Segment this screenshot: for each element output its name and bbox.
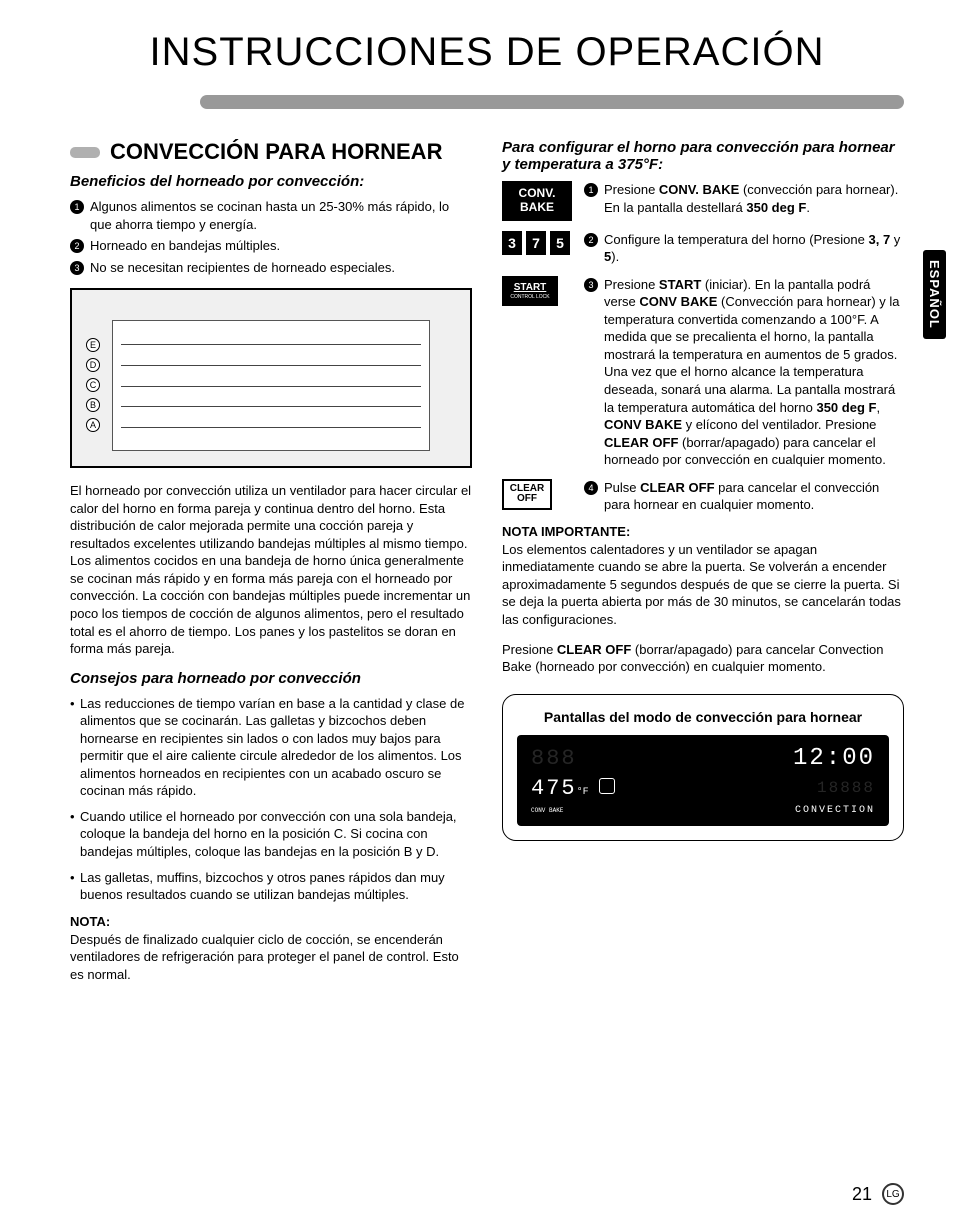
- num-1-icon: 1: [584, 183, 598, 197]
- tip-item: Las galletas, muffins, bizcochos y otros…: [70, 869, 472, 904]
- page-footer: 21 LG: [852, 1183, 904, 1205]
- heading-bullet: [70, 147, 100, 158]
- digit-5[interactable]: 5: [550, 231, 570, 255]
- step-1-text: Presione CONV. BAKE (convección para hor…: [604, 181, 904, 216]
- nota-label: NOTA:: [70, 914, 472, 929]
- convection-description: El horneado por convección utiliza un ve…: [70, 482, 472, 657]
- display-dim2: 18888: [817, 779, 875, 797]
- step-4-text: Pulse CLEAR OFF para cancelar el convecc…: [604, 479, 904, 514]
- page-title: INSTRUCCIONES DE OPERACIÓN: [70, 30, 904, 75]
- display-clock: 12:00: [793, 745, 875, 772]
- num-2-icon: 2: [70, 239, 84, 253]
- display-title: Pantallas del modo de convección para ho…: [517, 709, 889, 725]
- section-heading: CONVECCIÓN PARA HORNEAR: [110, 139, 442, 165]
- clear-off-para: Presione CLEAR OFF (borrar/apagado) para…: [502, 641, 904, 676]
- step-4: CLEAROFF 4 Pulse CLEAR OFF para cancelar…: [502, 479, 904, 514]
- num-1-icon: 1: [70, 200, 84, 214]
- display-conv-bake: CONV BAKE: [531, 807, 563, 814]
- tip-item: Las reducciones de tiempo varían en base…: [70, 695, 472, 800]
- benefit-text: Horneado en bandejas múltiples.: [90, 237, 280, 255]
- clear-off-button[interactable]: CLEAROFF: [502, 479, 552, 510]
- benefits-list: 1 Algunos alimentos se cocinan hasta un 2…: [70, 198, 472, 276]
- rack-label-c: C: [86, 378, 100, 392]
- right-column: Para configurar el horno para convección…: [502, 139, 904, 995]
- content-columns: CONVECCIÓN PARA HORNEAR Beneficios del h…: [70, 139, 904, 995]
- num-3-icon: 3: [70, 261, 84, 275]
- display-dim: 888: [531, 746, 577, 771]
- num-4-icon: 4: [584, 481, 598, 495]
- rack-label-e: E: [86, 338, 100, 352]
- digit-7[interactable]: 7: [526, 231, 546, 255]
- rack-label-b: B: [86, 398, 100, 412]
- divider: [200, 95, 904, 109]
- nota-importante-label: NOTA IMPORTANTE:: [502, 524, 904, 539]
- display-temp: 475: [531, 776, 577, 801]
- step-1: CONV.BAKE 1 Presione CONV. BAKE (convecc…: [502, 181, 904, 221]
- language-tab: ESPAÑOL: [923, 250, 946, 339]
- config-subheading: Para configurar el horno para convección…: [502, 139, 904, 173]
- step-2: 3 7 5 2 Configure la temperatura del hor…: [502, 231, 904, 266]
- oven-diagram: E D C B A: [70, 288, 472, 468]
- step-3: START CONTROL LOCK 3 Presione START (ini…: [502, 276, 904, 469]
- conv-bake-button[interactable]: CONV.BAKE: [502, 181, 572, 221]
- step-3-text: Presione START (iniciar). En la pantalla…: [604, 276, 904, 469]
- tips-subheading: Consejos para horneado por convección: [70, 670, 472, 687]
- benefits-subheading: Beneficios del horneado por convección:: [70, 173, 472, 190]
- num-3-icon: 3: [584, 278, 598, 292]
- page-number: 21: [852, 1184, 872, 1205]
- tip-item: Cuando utilice el horneado por convecció…: [70, 808, 472, 861]
- lg-logo-icon: LG: [882, 1183, 904, 1205]
- digit-3[interactable]: 3: [502, 231, 522, 255]
- num-2-icon: 2: [584, 233, 598, 247]
- benefit-text: No se necesitan recipientes de horneado …: [90, 259, 395, 277]
- display-panel: Pantallas del modo de convección para ho…: [502, 694, 904, 841]
- step-2-text: Configure la temperatura del horno (Pres…: [604, 231, 904, 266]
- rack-label-a: A: [86, 418, 100, 432]
- tips-list: Las reducciones de tiempo varían en base…: [70, 695, 472, 904]
- digit-buttons[interactable]: 3 7 5: [502, 231, 572, 255]
- left-column: CONVECCIÓN PARA HORNEAR Beneficios del h…: [70, 139, 472, 995]
- fan-icon: [599, 778, 615, 794]
- start-button[interactable]: START CONTROL LOCK: [502, 276, 558, 306]
- display-convection: CONVECTION: [795, 805, 875, 816]
- nota-importante-text: Los elementos calentadores y un ventilad…: [502, 541, 904, 629]
- nota-text: Después de finalizado cualquier ciclo de…: [70, 931, 472, 984]
- rack-label-d: D: [86, 358, 100, 372]
- display-screen: 888 12:00 475°F 18888 CONV BAKE CONVECTI…: [517, 735, 889, 826]
- benefit-text: Algunos alimentos se cocinan hasta un 25…: [90, 198, 472, 233]
